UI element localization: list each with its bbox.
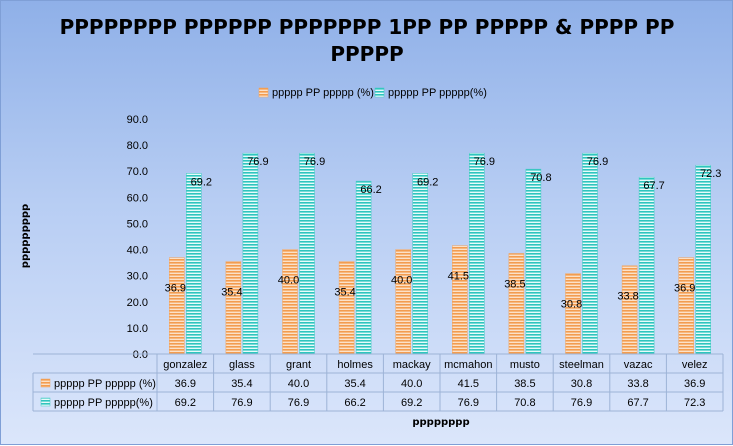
category-label: vazac bbox=[624, 359, 653, 371]
y-tick-label: 80.0 bbox=[127, 140, 148, 152]
bar-series-2 bbox=[469, 152, 485, 355]
table-cell: 41.5 bbox=[458, 378, 479, 390]
data-label: 76.9 bbox=[474, 156, 495, 168]
data-label: 35.4 bbox=[334, 287, 355, 299]
bar-series-2 bbox=[186, 173, 202, 355]
category-label: grant bbox=[286, 359, 311, 371]
y-tick-label: 70.0 bbox=[127, 166, 148, 178]
data-label: 72.3 bbox=[700, 168, 721, 180]
y-tick-label: 50.0 bbox=[127, 218, 148, 230]
table-cell: 72.3 bbox=[684, 397, 705, 409]
category-label: gonzalez bbox=[163, 359, 207, 371]
data-label: 76.9 bbox=[587, 156, 608, 168]
y-tick-label: 30.0 bbox=[127, 271, 148, 283]
table-cell: 33.8 bbox=[627, 378, 648, 390]
chart-title-line-2: PPPPP bbox=[330, 42, 403, 66]
bar-series-2 bbox=[242, 152, 259, 355]
table-cell: 40.0 bbox=[288, 378, 309, 390]
category-label: glass bbox=[229, 359, 255, 371]
category-label: velez bbox=[682, 359, 708, 371]
data-label: 76.9 bbox=[304, 156, 325, 168]
legend-label: ppppp PP ppppp (%) bbox=[272, 87, 374, 99]
bar-series-2 bbox=[355, 180, 372, 355]
y-tick-label: 20.0 bbox=[127, 297, 148, 309]
bar-series-2 bbox=[695, 164, 711, 355]
table-series-label: ppppp PP ppppp (%) bbox=[54, 378, 156, 390]
data-label: 36.9 bbox=[674, 283, 695, 295]
table-cell: 38.5 bbox=[514, 378, 535, 390]
y-tick-label: 60.0 bbox=[127, 192, 148, 204]
data-label: 35.4 bbox=[221, 287, 242, 299]
plot-area: 36.9 69.2 35.4 76.9 40.0 76.9 35.4 66.2 40.0 69.2… bbox=[165, 152, 721, 355]
bar-series-2 bbox=[412, 173, 428, 355]
y-tick-label: 0.0 bbox=[133, 349, 148, 361]
data-label: 38.5 bbox=[504, 278, 525, 290]
data-label: 40.0 bbox=[391, 275, 412, 287]
legend-swatch bbox=[374, 87, 385, 98]
category-label: musto bbox=[510, 359, 540, 371]
table-series-label: ppppp PP ppppp(%) bbox=[54, 397, 153, 409]
data-label: 40.0 bbox=[278, 275, 299, 287]
table-legend-swatch bbox=[40, 378, 51, 388]
y-tick-label: 40.0 bbox=[127, 245, 148, 257]
table-cell: 69.2 bbox=[175, 397, 196, 409]
category-label: steelman bbox=[559, 359, 604, 371]
table-cell: 40.0 bbox=[401, 378, 422, 390]
bar-series-1 bbox=[169, 257, 185, 355]
bar-series-1 bbox=[395, 249, 411, 355]
category-label: mackay bbox=[393, 359, 431, 371]
table-cell: 69.2 bbox=[401, 397, 422, 409]
data-table: gonzalez 36.9 69.2 glass 35.4 76.9 grant 40.0 76… bbox=[32, 353, 724, 412]
legend-swatch bbox=[258, 87, 269, 98]
y-tick-label: 10.0 bbox=[127, 323, 148, 335]
data-label: 33.8 bbox=[617, 291, 638, 303]
bar-series-1 bbox=[225, 261, 242, 355]
legend-label: ppppp PP ppppp(%) bbox=[388, 87, 487, 99]
table-cell: 66.2 bbox=[344, 397, 365, 409]
table-cell: 76.9 bbox=[458, 397, 479, 409]
bar-series-1 bbox=[508, 253, 525, 355]
bar-series-1 bbox=[621, 265, 638, 355]
bar-series-2 bbox=[638, 176, 655, 355]
table-cell: 76.9 bbox=[231, 397, 252, 409]
table-cell: 36.9 bbox=[175, 378, 196, 390]
table-cell: 67.7 bbox=[627, 397, 648, 409]
table-legend-swatch bbox=[40, 397, 51, 407]
bar-series-1 bbox=[338, 261, 355, 355]
y-tick-label: 90.0 bbox=[127, 114, 148, 126]
data-label: 69.2 bbox=[417, 176, 438, 188]
data-label: 41.5 bbox=[448, 271, 469, 283]
data-label: 70.8 bbox=[530, 172, 551, 184]
category-label: holmes bbox=[337, 359, 373, 371]
x-axis-title: pppppppp bbox=[412, 417, 469, 428]
bar-series-1 bbox=[565, 273, 581, 355]
data-label: 67.7 bbox=[643, 180, 664, 192]
data-label: 30.8 bbox=[561, 299, 582, 311]
bar-series-1 bbox=[678, 257, 694, 355]
table-cell: 35.4 bbox=[344, 378, 365, 390]
bar-series-1 bbox=[452, 245, 468, 355]
table-cell: 30.8 bbox=[571, 378, 592, 390]
category-label: mcmahon bbox=[444, 359, 492, 371]
y-axis-title: ppppppppp bbox=[20, 204, 31, 268]
bar-series-2 bbox=[525, 168, 542, 355]
legend: ppppp PP ppppp (%) ppppp PP ppppp(%) bbox=[258, 87, 487, 99]
bar-series-1 bbox=[282, 249, 298, 355]
table-cell: 76.9 bbox=[288, 397, 309, 409]
table-cell: 70.8 bbox=[514, 397, 535, 409]
table-cell: 76.9 bbox=[571, 397, 592, 409]
data-label: 76.9 bbox=[247, 156, 268, 168]
table-cell: 35.4 bbox=[231, 378, 252, 390]
bar-series-2 bbox=[582, 152, 598, 355]
data-label: 66.2 bbox=[360, 184, 381, 196]
data-label: 36.9 bbox=[165, 283, 186, 295]
data-label: 69.2 bbox=[191, 176, 212, 188]
table-cell: 36.9 bbox=[684, 378, 705, 390]
bar-series-2 bbox=[299, 152, 315, 355]
chart-title-line-1: PPPPPPPP PPPPPP PPPPPPP 1PP PP PPPPP & P… bbox=[60, 15, 675, 39]
